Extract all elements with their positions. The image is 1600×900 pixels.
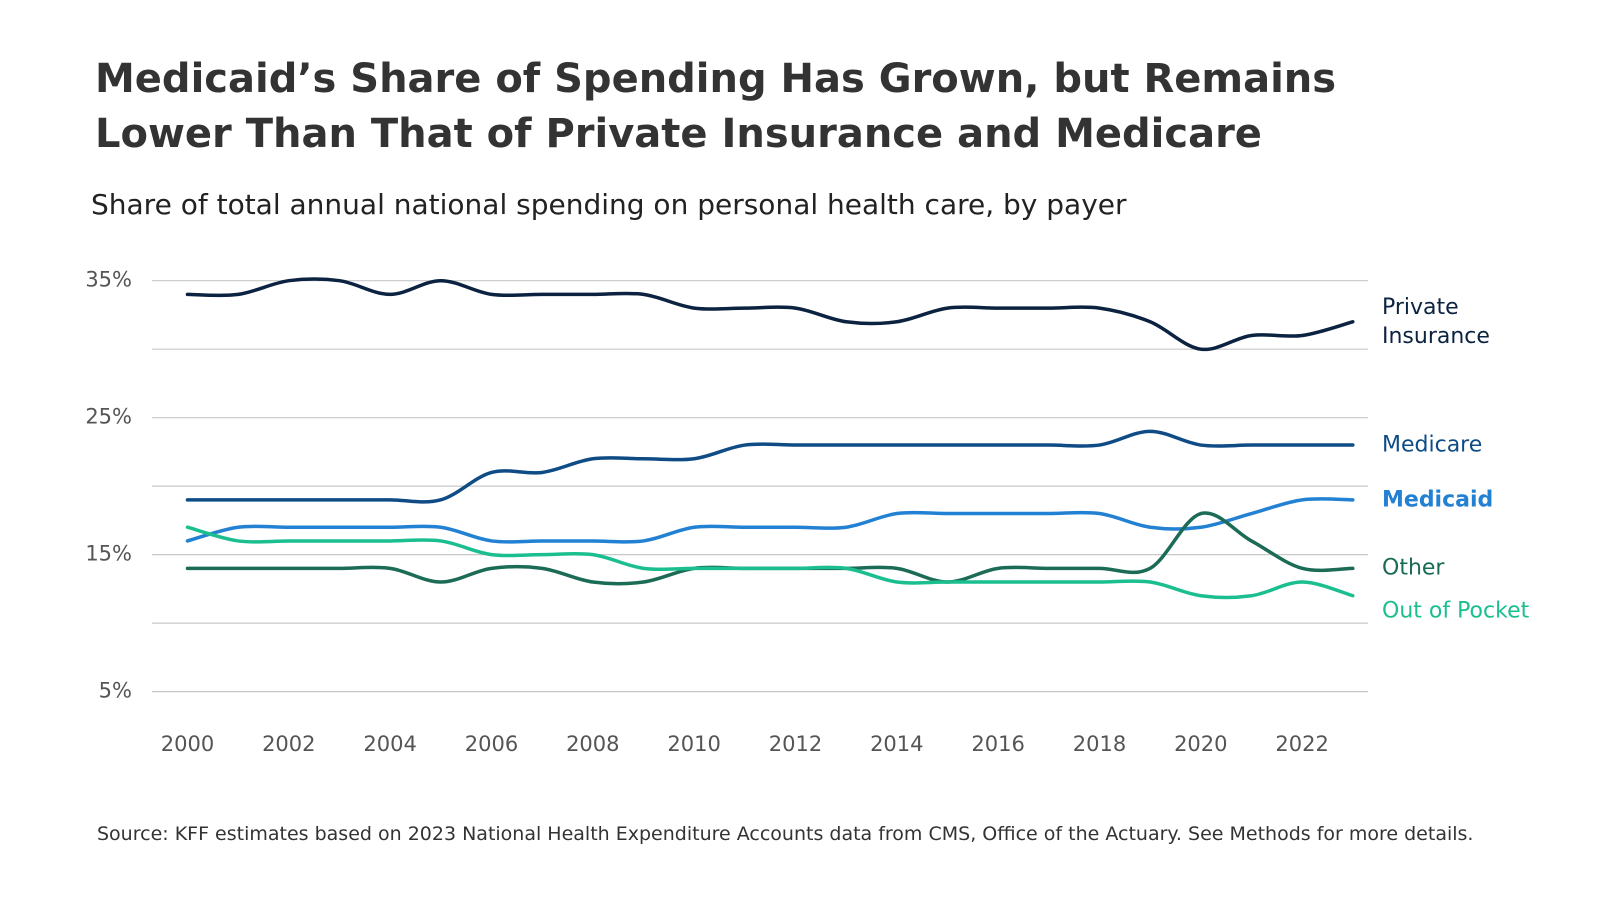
y-tick-label: 35% (85, 268, 132, 292)
x-tick-label: 2018 (1073, 732, 1126, 756)
x-tick-label: 2012 (769, 732, 822, 756)
legend-label: Medicare (1382, 432, 1483, 458)
x-tick-label: 2006 (465, 732, 518, 756)
x-tick-label: 2022 (1275, 732, 1328, 756)
source-note: Source: KFF estimates based on 2023 Nati… (97, 823, 1474, 845)
series-line (185, 277, 1355, 352)
legend-label: Other (1382, 555, 1445, 581)
y-tick-label: 15% (85, 542, 132, 566)
series-line (185, 429, 1355, 504)
series-line (185, 497, 1355, 544)
x-tick-label: 2020 (1174, 732, 1227, 756)
y-tick-label: 25% (85, 405, 132, 429)
x-tick-label: 2014 (870, 732, 923, 756)
legend-label: Out of Pocket (1382, 598, 1530, 624)
x-tick-label: 2008 (566, 732, 619, 756)
y-tick-label: 5% (99, 679, 132, 703)
x-tick-label: 2004 (363, 732, 416, 756)
x-tick-label: 2016 (971, 732, 1024, 756)
series-line (185, 525, 1355, 600)
x-tick-label: 2002 (262, 732, 315, 756)
series-line (185, 511, 1355, 586)
x-tick-label: 2000 (161, 732, 214, 756)
chart-title: Medicaid’s Share of Spending Has Grown, … (95, 56, 1337, 157)
legend-label: Private Insurance (1382, 294, 1490, 349)
legend-label: Medicaid (1382, 487, 1494, 513)
x-tick-label: 2010 (667, 732, 720, 756)
chart-subtitle: Share of total annual national spending … (91, 188, 1127, 221)
